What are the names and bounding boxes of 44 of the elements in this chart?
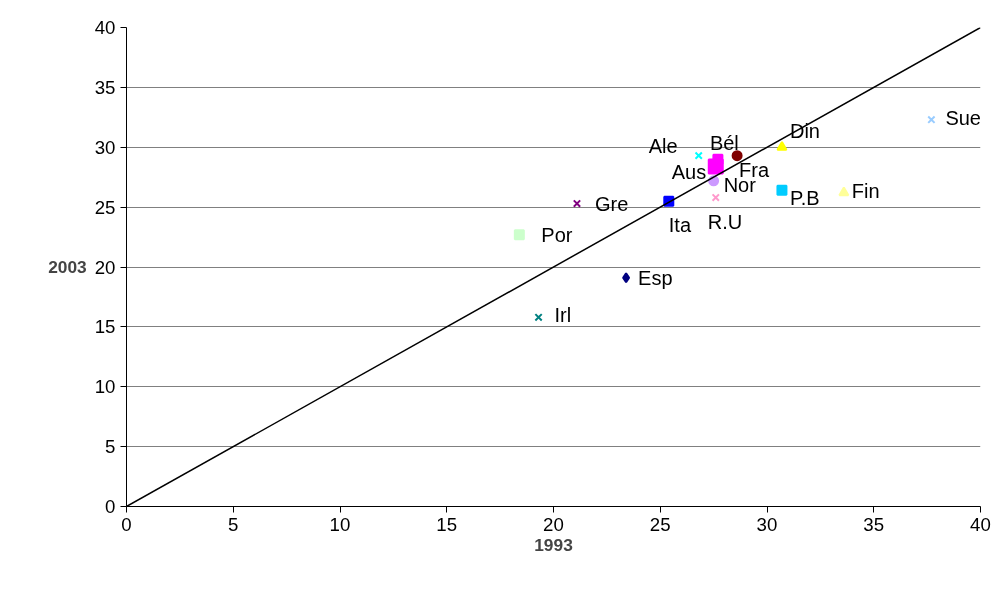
y-tick-label: 30 (94, 136, 116, 158)
series-label: Sue (945, 106, 981, 129)
x-tick-label: 0 (121, 513, 132, 535)
series-label: Ale (648, 134, 678, 157)
point (712, 153, 724, 165)
y-tick-label: 35 (94, 76, 116, 98)
point (622, 272, 631, 284)
point (711, 193, 720, 202)
series-label: Esp (638, 266, 673, 289)
point (534, 313, 543, 322)
y-tick-label: 15 (94, 316, 116, 338)
series-label: Fin (851, 179, 880, 202)
x-tick-label: 30 (756, 513, 778, 535)
point (694, 151, 703, 160)
x-tick-label: 5 (228, 513, 239, 535)
point (838, 186, 850, 197)
x-tick-label: 20 (543, 513, 564, 535)
x-tick-label: 35 (863, 513, 885, 535)
x-tick-label: 15 (436, 513, 458, 535)
y-axis-title: 2003 (48, 257, 88, 277)
x-tick-label: 25 (649, 513, 671, 535)
y-tick-label: 0 (105, 496, 116, 517)
y-tick-label: 5 (105, 436, 116, 458)
y-tick-label: 20 (94, 256, 116, 278)
x-axis-title: 1993 (534, 534, 574, 555)
series-label: Gre (594, 192, 629, 215)
series-label: Irl (554, 304, 572, 327)
point (776, 141, 788, 151)
y-tick-label: 25 (94, 196, 116, 218)
series-label: R.U (707, 210, 743, 233)
y-tick-label: 10 (94, 376, 116, 398)
x-tick-label: 10 (329, 513, 351, 535)
point (776, 184, 788, 196)
series-label: Ita (668, 214, 692, 237)
series-label: Aus (671, 161, 707, 184)
x-tick-label: 40 (970, 513, 991, 535)
point (513, 229, 525, 241)
point (731, 150, 743, 162)
series-label: Bél (709, 132, 739, 155)
series-label: Por (541, 223, 573, 246)
point (927, 115, 936, 124)
y-tick-label: 40 (94, 17, 116, 38)
series-label: Din (789, 120, 820, 143)
series-label: P.B (789, 187, 820, 210)
